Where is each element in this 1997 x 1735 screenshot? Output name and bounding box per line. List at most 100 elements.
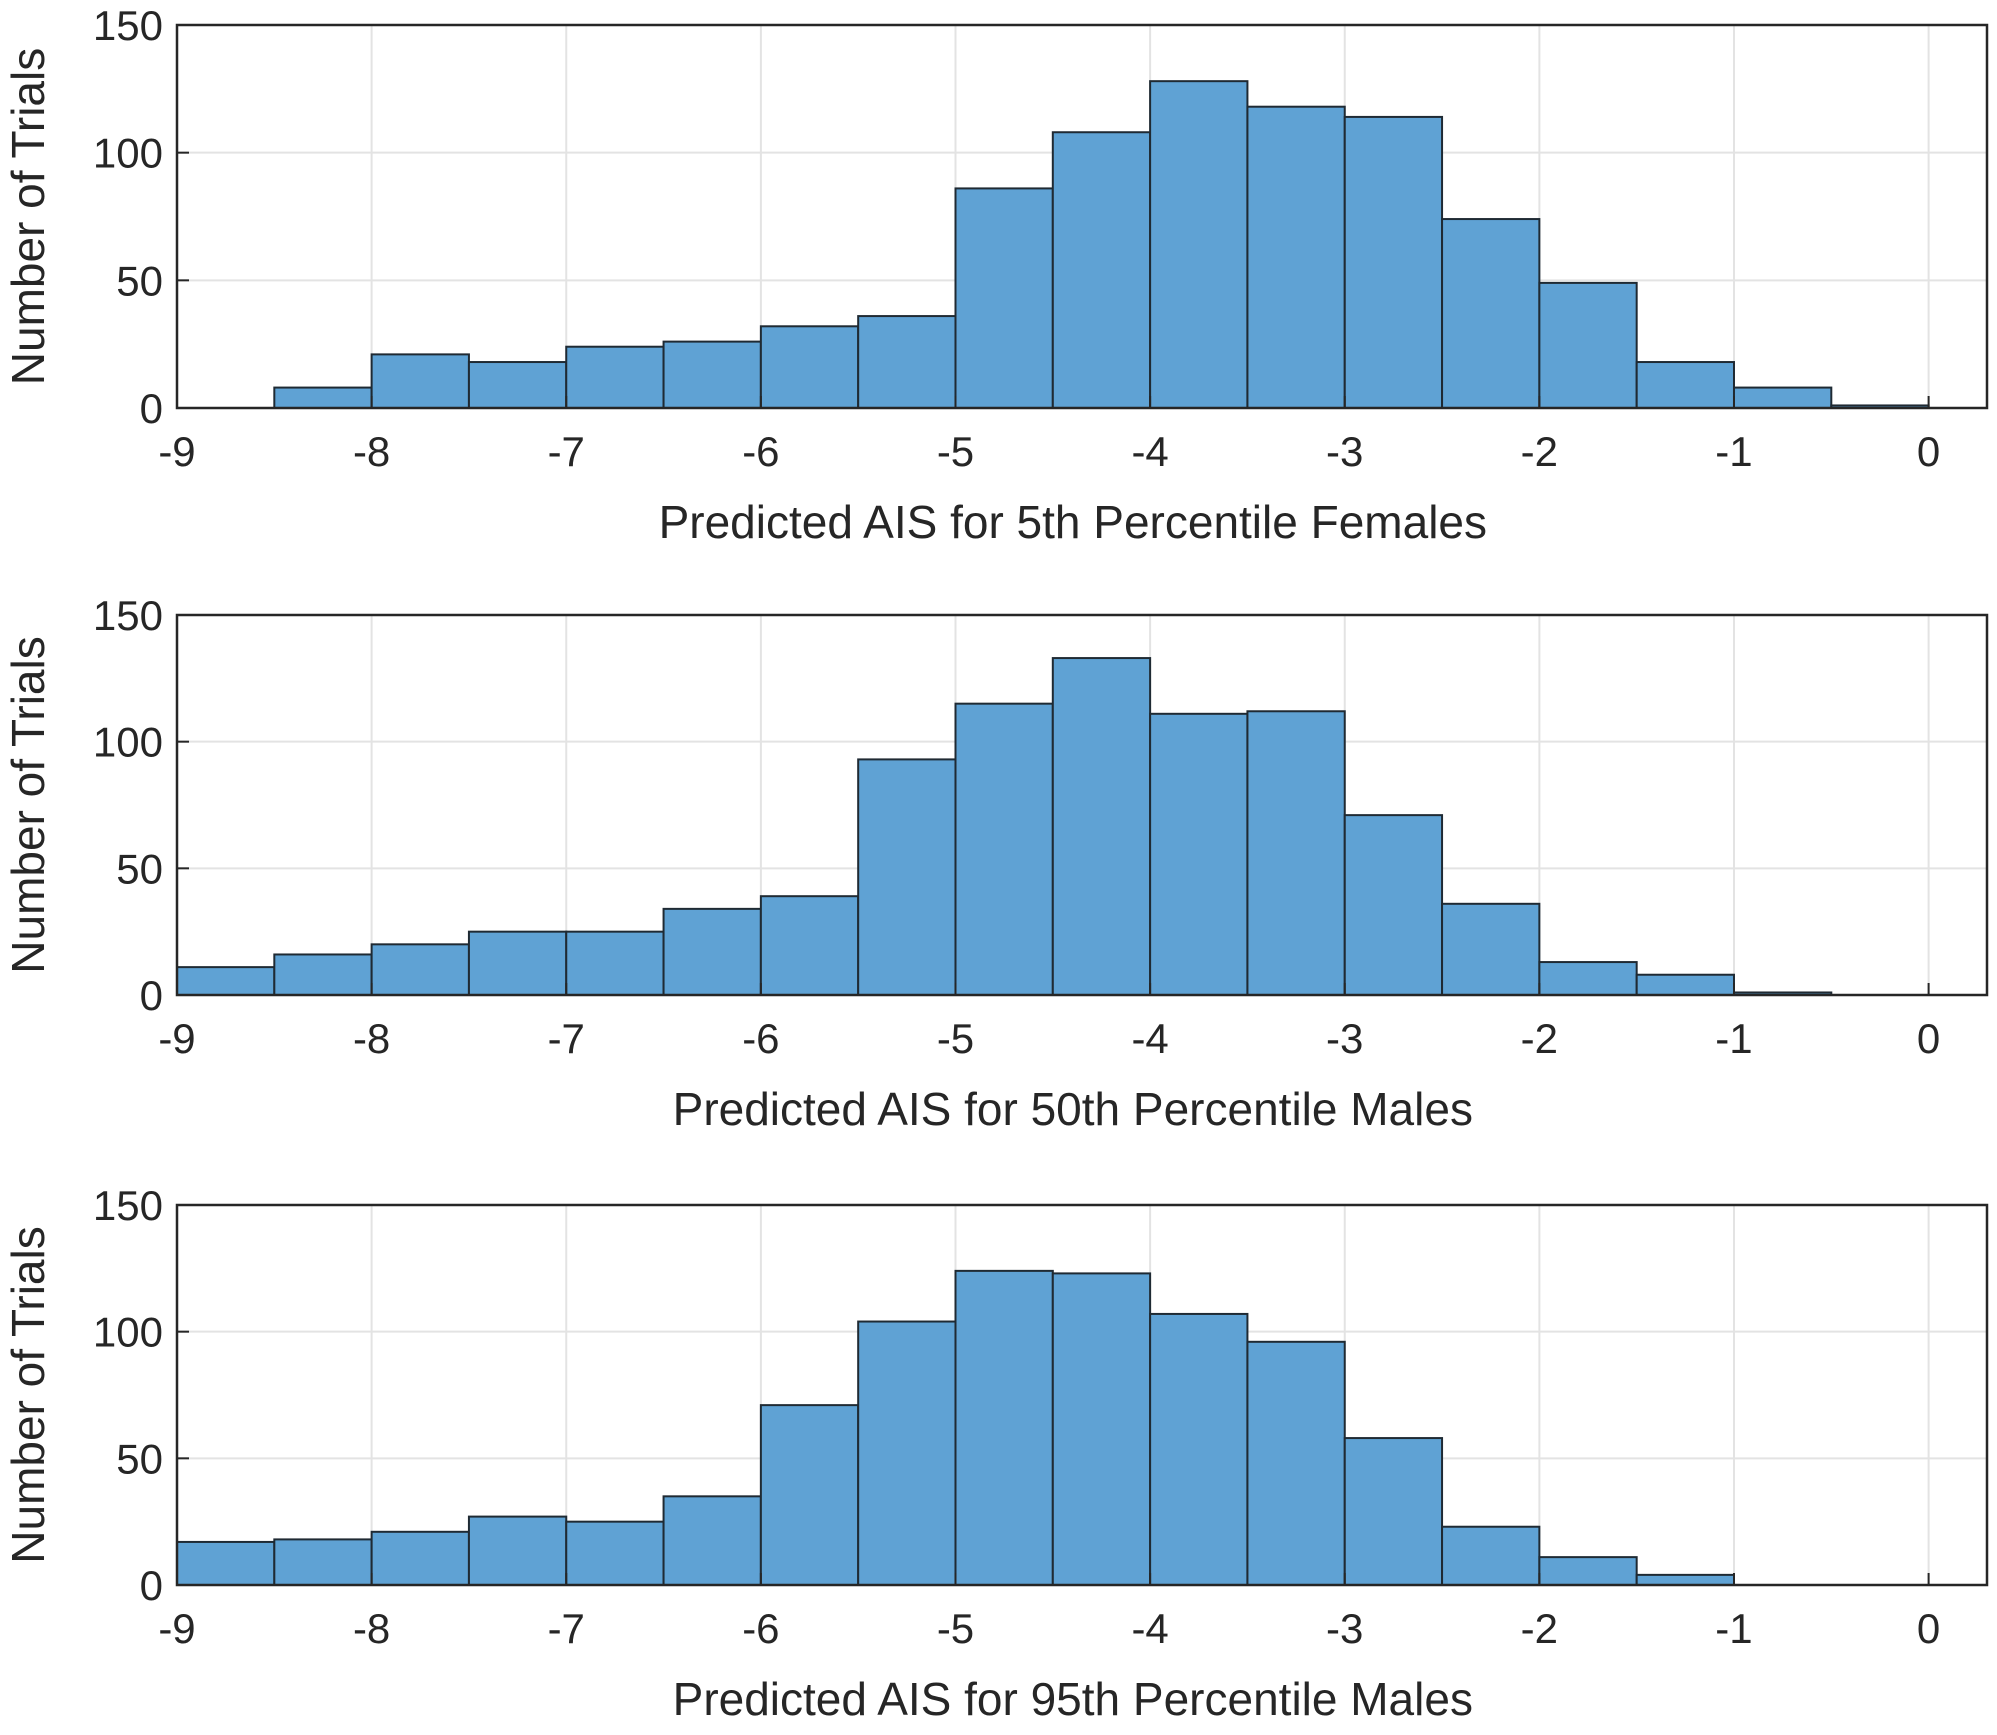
histogram-bar (662, 1495, 762, 1587)
histogram-bar (273, 1538, 373, 1587)
histogram-bar (273, 953, 373, 997)
histogram-bar (176, 1540, 276, 1587)
histogram-bar (565, 1520, 665, 1586)
histogram-bar (759, 325, 860, 409)
histogram-bar (1635, 973, 1735, 997)
histogram-bar (1732, 386, 1833, 409)
histogram-bar (1343, 1437, 1444, 1586)
histogram-bar (370, 353, 470, 410)
histogram-bar (1441, 902, 1541, 996)
y-tick-label: 150 (93, 592, 163, 639)
histogram-bar (1538, 961, 1638, 996)
y-tick-label: 0 (140, 1562, 163, 1609)
histogram-bar (1051, 1272, 1152, 1587)
histogram-bar (273, 386, 373, 409)
histogram-bar (1149, 80, 1249, 409)
histogram-bar (954, 702, 1054, 997)
x-tick-label: -8 (353, 1015, 390, 1062)
histogram-bar (662, 907, 762, 996)
histogram-bar (759, 895, 860, 997)
x-tick-label: -1 (1715, 428, 1752, 475)
x-tick-label: -4 (1131, 428, 1168, 475)
x-tick-label: -8 (353, 428, 390, 475)
x-axis-label: Predicted AIS for 50th Percentile Males (673, 1083, 1473, 1135)
x-tick-label: -7 (548, 1605, 585, 1652)
x-tick-label: -2 (1521, 428, 1558, 475)
x-tick-label: -6 (742, 428, 779, 475)
histogram-bar (759, 1404, 860, 1586)
y-axis-label: Number of Trials (2, 48, 54, 385)
x-axis-label: Predicted AIS for 5th Percentile Females (659, 496, 1487, 548)
histogram-bar (370, 1530, 470, 1587)
x-tick-label: -5 (937, 1605, 974, 1652)
histogram-bar (565, 930, 665, 997)
histogram-bar (467, 1515, 568, 1586)
histogram-bar (954, 1269, 1054, 1587)
histogram-bar (565, 345, 665, 409)
histogram-bar (1635, 361, 1735, 410)
histogram-bar (467, 361, 568, 410)
histogram-bar (1343, 115, 1444, 409)
axes-box (175, 23, 1989, 410)
histogram-bar (1343, 814, 1444, 997)
x-tick-label: -9 (158, 1015, 195, 1062)
x-tick-label: -3 (1326, 428, 1363, 475)
y-tick-label: 150 (93, 1182, 163, 1229)
histogram-bar (176, 966, 276, 997)
histogram-bar (662, 340, 762, 410)
y-tick-label: 50 (116, 1435, 163, 1482)
y-tick-label: 100 (93, 130, 163, 177)
histogram-bar (1441, 218, 1541, 409)
histogram-bar (1246, 1340, 1346, 1587)
x-tick-label: -8 (353, 1605, 390, 1652)
histogram-bar (1635, 1573, 1735, 1587)
x-tick-label: -4 (1131, 1605, 1168, 1652)
histogram-bar (1441, 1525, 1541, 1586)
y-tick-label: 100 (93, 1309, 163, 1356)
x-tick-label: -7 (548, 428, 585, 475)
histogram-bar (1538, 1556, 1638, 1586)
axes-box (175, 613, 1989, 997)
x-tick-label: 0 (1917, 428, 1940, 475)
x-tick-label: -7 (548, 1015, 585, 1062)
histogram-bar (857, 758, 957, 997)
histogram-bar (857, 1320, 957, 1586)
y-axis-label: Number of Trials (2, 636, 54, 973)
y-tick-label: 0 (140, 972, 163, 1019)
histogram-bar (1538, 281, 1638, 409)
x-tick-label: 0 (1917, 1605, 1940, 1652)
histogram-bar (370, 943, 470, 996)
histogram-bar (1149, 1312, 1249, 1587)
histogram-bar (1051, 131, 1152, 410)
y-tick-label: 50 (116, 845, 163, 892)
histogram-panel-95th-percentile-males: -9 -8 -7 -6 -5 -4 -3 -2 -1 0 0 50 100 150 Predicted AI… (2, 1182, 1989, 1725)
axes-box (175, 1203, 1989, 1587)
y-tick-label: 0 (140, 385, 163, 432)
histogram-panel-50th-percentile-males: -9 -8 -7 -6 -5 -4 -3 -2 -1 0 0 50 100 150 Predicted AI… (2, 592, 1989, 1135)
histogram-bar (857, 315, 957, 409)
histogram-bar (1246, 710, 1346, 996)
histogram-bar (954, 187, 1054, 409)
x-tick-label: -6 (742, 1015, 779, 1062)
x-tick-label: -5 (937, 428, 974, 475)
histogram-bar (467, 930, 568, 997)
y-tick-label: 50 (116, 257, 163, 304)
x-tick-label: -1 (1715, 1015, 1752, 1062)
x-tick-label: -4 (1131, 1015, 1168, 1062)
x-tick-label: -2 (1521, 1015, 1558, 1062)
x-tick-label: -1 (1715, 1605, 1752, 1652)
y-tick-label: 150 (93, 2, 163, 49)
y-tick-label: 100 (93, 719, 163, 766)
histogram-bar (1246, 105, 1346, 409)
x-tick-label: -9 (158, 428, 195, 475)
histogram-bar (1149, 712, 1249, 996)
x-tick-label: -6 (742, 1605, 779, 1652)
y-axis-label: Number of Trials (2, 1226, 54, 1563)
x-tick-label: -5 (937, 1015, 974, 1062)
x-tick-label: -3 (1326, 1015, 1363, 1062)
histogram-panel-5th-percentile-females: -9 -8 -7 -6 -5 -4 -3 -2 -1 0 0 50 100 150 Predicted AI… (2, 2, 1989, 548)
x-tick-label: 0 (1917, 1015, 1940, 1062)
x-tick-label: -2 (1521, 1605, 1558, 1652)
histogram-bar (1051, 657, 1152, 996)
